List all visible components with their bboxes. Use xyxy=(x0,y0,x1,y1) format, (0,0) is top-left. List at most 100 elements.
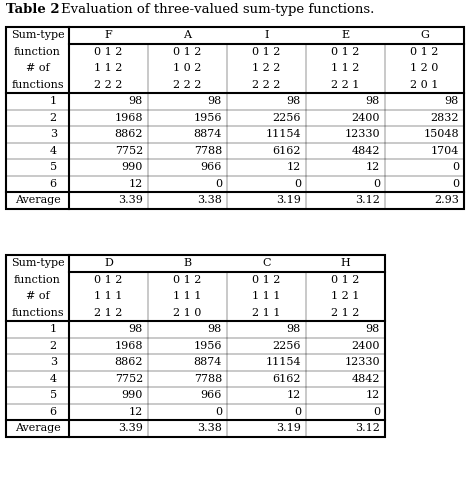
Text: 2 1 1: 2 1 1 xyxy=(252,308,281,318)
Text: A: A xyxy=(183,30,191,40)
Text: 98: 98 xyxy=(366,96,380,106)
Text: 4: 4 xyxy=(50,146,57,156)
Text: 2256: 2256 xyxy=(273,341,301,351)
Text: 98: 98 xyxy=(445,96,459,106)
Text: 98: 98 xyxy=(208,96,222,106)
Text: 8862: 8862 xyxy=(115,129,143,139)
Text: 7752: 7752 xyxy=(115,374,143,384)
Text: functions: functions xyxy=(11,308,64,318)
Text: 8862: 8862 xyxy=(115,357,143,367)
Text: F: F xyxy=(105,30,112,40)
Text: 0 1 2: 0 1 2 xyxy=(173,47,202,57)
Text: 0: 0 xyxy=(215,179,222,189)
Text: Average: Average xyxy=(15,423,60,433)
Text: 2 2 2: 2 2 2 xyxy=(173,80,202,90)
Text: 98: 98 xyxy=(287,96,301,106)
Text: 2400: 2400 xyxy=(352,341,380,351)
Text: 966: 966 xyxy=(201,390,222,400)
Text: 1 2 2: 1 2 2 xyxy=(252,63,281,73)
Text: 98: 98 xyxy=(208,324,222,334)
Text: 2.93: 2.93 xyxy=(434,195,459,205)
Text: Average: Average xyxy=(15,195,60,205)
Text: 1 1 1: 1 1 1 xyxy=(173,291,202,301)
Text: 12330: 12330 xyxy=(345,129,380,139)
Text: # of: # of xyxy=(26,63,49,73)
Text: 3.19: 3.19 xyxy=(276,423,301,433)
Text: 990: 990 xyxy=(122,390,143,400)
Text: function: function xyxy=(14,275,61,285)
Text: 3.12: 3.12 xyxy=(355,195,380,205)
Text: C: C xyxy=(262,258,271,268)
Text: 6162: 6162 xyxy=(273,146,301,156)
Text: 2 1 2: 2 1 2 xyxy=(94,308,123,318)
Text: 8874: 8874 xyxy=(193,357,222,367)
Text: 0 1 2: 0 1 2 xyxy=(94,275,123,285)
Text: 0: 0 xyxy=(373,179,380,189)
Text: 2 2 2: 2 2 2 xyxy=(94,80,123,90)
Text: 12: 12 xyxy=(129,407,143,417)
Text: Sum-type: Sum-type xyxy=(11,30,64,40)
Text: 3.38: 3.38 xyxy=(197,195,222,205)
Text: 11154: 11154 xyxy=(265,357,301,367)
Text: 6: 6 xyxy=(50,407,57,417)
Text: 1956: 1956 xyxy=(193,113,222,123)
Text: 5: 5 xyxy=(50,162,57,172)
Text: 5: 5 xyxy=(50,390,57,400)
Text: 98: 98 xyxy=(129,324,143,334)
Text: 12: 12 xyxy=(366,162,380,172)
Text: D: D xyxy=(104,258,113,268)
Text: 15048: 15048 xyxy=(423,129,459,139)
Text: 0: 0 xyxy=(215,407,222,417)
Text: 0 1 2: 0 1 2 xyxy=(252,47,281,57)
Text: 1 0 2: 1 0 2 xyxy=(173,63,202,73)
Text: 2: 2 xyxy=(50,113,57,123)
Text: 3: 3 xyxy=(50,357,57,367)
Text: 2400: 2400 xyxy=(352,113,380,123)
Text: 0: 0 xyxy=(294,407,301,417)
Text: 0 1 2: 0 1 2 xyxy=(252,275,281,285)
Text: 2 2 2: 2 2 2 xyxy=(252,80,281,90)
Text: 11154: 11154 xyxy=(265,129,301,139)
Text: 1: 1 xyxy=(50,96,57,106)
Text: 0: 0 xyxy=(452,179,459,189)
Text: 2832: 2832 xyxy=(430,113,459,123)
Text: Evaluation of three-valued sum-type functions.: Evaluation of three-valued sum-type func… xyxy=(44,3,374,16)
Text: functions: functions xyxy=(11,80,64,90)
Text: 0: 0 xyxy=(373,407,380,417)
Text: 98: 98 xyxy=(129,96,143,106)
Bar xyxy=(6,27,464,209)
Text: G: G xyxy=(420,30,429,40)
Text: 2: 2 xyxy=(50,341,57,351)
Text: 2 1 2: 2 1 2 xyxy=(331,308,360,318)
Text: 2256: 2256 xyxy=(273,113,301,123)
Text: 1968: 1968 xyxy=(115,341,143,351)
Text: 7788: 7788 xyxy=(194,374,222,384)
Text: 3.19: 3.19 xyxy=(276,195,301,205)
Text: 3.38: 3.38 xyxy=(197,423,222,433)
Text: 7752: 7752 xyxy=(115,146,143,156)
Text: 0 1 2: 0 1 2 xyxy=(331,275,360,285)
Text: 0: 0 xyxy=(452,162,459,172)
Text: 0 1 2: 0 1 2 xyxy=(410,47,439,57)
Text: 2 2 1: 2 2 1 xyxy=(331,80,360,90)
Text: 0: 0 xyxy=(294,179,301,189)
Text: 966: 966 xyxy=(201,162,222,172)
Text: Sum-type: Sum-type xyxy=(11,258,64,268)
Text: 1 2 0: 1 2 0 xyxy=(410,63,439,73)
Text: 1 2 1: 1 2 1 xyxy=(331,291,360,301)
Text: 1968: 1968 xyxy=(115,113,143,123)
Text: E: E xyxy=(341,30,349,40)
Text: 4: 4 xyxy=(50,374,57,384)
Text: 3.12: 3.12 xyxy=(355,423,380,433)
Text: 1 1 1: 1 1 1 xyxy=(94,291,123,301)
Text: 2 1 0: 2 1 0 xyxy=(173,308,202,318)
Text: 98: 98 xyxy=(287,324,301,334)
Text: # of: # of xyxy=(26,291,49,301)
Text: 0 1 2: 0 1 2 xyxy=(94,47,123,57)
Text: Table 2: Table 2 xyxy=(6,3,60,16)
Text: 6162: 6162 xyxy=(273,374,301,384)
Text: 2 0 1: 2 0 1 xyxy=(410,80,439,90)
Text: 3.39: 3.39 xyxy=(118,423,143,433)
Text: 4842: 4842 xyxy=(352,374,380,384)
Text: 1: 1 xyxy=(50,324,57,334)
